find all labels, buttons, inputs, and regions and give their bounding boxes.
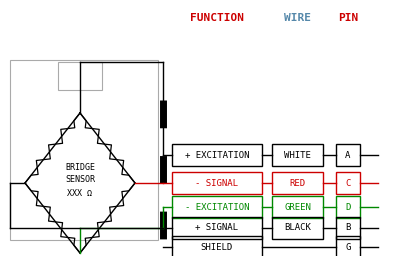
Bar	[335, 172, 359, 194]
Bar	[271, 217, 322, 239]
Text: WIRE: WIRE	[284, 13, 311, 23]
Bar	[172, 236, 261, 256]
Bar	[172, 172, 261, 194]
Text: PIN: PIN	[337, 13, 357, 23]
Text: SENSOR: SENSOR	[65, 176, 95, 185]
Bar	[335, 217, 359, 239]
Bar	[271, 196, 322, 218]
Text: SHIELD: SHIELD	[200, 242, 233, 251]
Bar	[172, 196, 261, 218]
Text: - EXCITATION: - EXCITATION	[184, 202, 249, 211]
Bar	[335, 196, 359, 218]
Text: B: B	[344, 223, 350, 232]
Text: XXX Ω: XXX Ω	[67, 188, 92, 197]
Text: BLACK: BLACK	[283, 223, 310, 232]
Bar	[335, 144, 359, 166]
Bar	[10, 60, 157, 240]
Text: RED: RED	[289, 178, 305, 187]
Text: BRIDGE: BRIDGE	[65, 164, 95, 173]
Bar	[335, 236, 359, 256]
Text: G: G	[344, 242, 350, 251]
Bar	[172, 217, 261, 239]
Text: C: C	[344, 178, 350, 187]
Text: + EXCITATION: + EXCITATION	[184, 151, 249, 159]
Text: - SIGNAL: - SIGNAL	[195, 178, 238, 187]
Text: GREEN: GREEN	[283, 202, 310, 211]
Text: A: A	[344, 151, 350, 159]
Text: FUNCTION: FUNCTION	[189, 13, 243, 23]
Bar	[271, 144, 322, 166]
Bar	[271, 172, 322, 194]
Bar	[172, 144, 261, 166]
Bar	[58, 62, 102, 90]
Text: WHITE: WHITE	[283, 151, 310, 159]
Text: + SIGNAL: + SIGNAL	[195, 223, 238, 232]
Text: D: D	[344, 202, 350, 211]
